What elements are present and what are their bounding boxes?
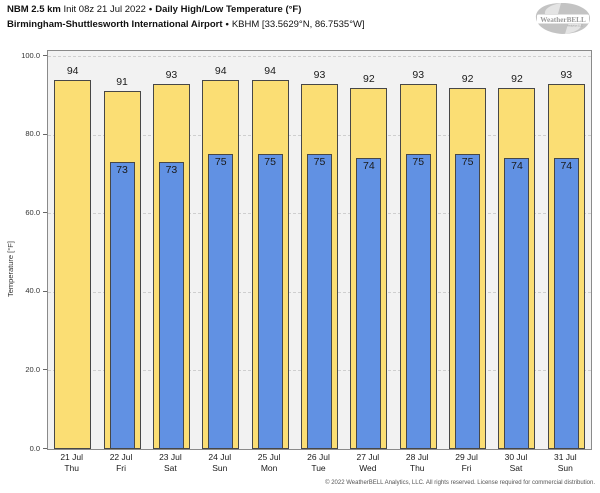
x-tick-label: 27 Jul Wed xyxy=(343,452,393,474)
x-tick-label: 29 Jul Fri xyxy=(442,452,492,474)
x-tick-date: 30 Jul xyxy=(504,452,528,462)
low-value-label: 75 xyxy=(412,156,425,169)
low-value-label: 75 xyxy=(214,156,227,169)
x-tick-date: 25 Jul xyxy=(257,452,281,462)
y-tick-label: 60.0 xyxy=(25,207,40,217)
low-bar xyxy=(307,154,332,449)
gridline-100 xyxy=(48,56,591,58)
x-tick-date: 29 Jul xyxy=(455,452,478,462)
high-value-label: 94 xyxy=(66,64,79,77)
high-value-label: 92 xyxy=(363,72,375,85)
x-tick-date: 21 Jul xyxy=(60,452,84,462)
x-tick-date: 27 Jul xyxy=(356,452,380,462)
x-tick-label: 22 Jul Fri xyxy=(96,452,146,474)
x-tick-day: Fri xyxy=(461,463,472,473)
x-tick-day: Sat xyxy=(509,463,523,473)
low-bar xyxy=(455,154,481,449)
high-value-label: 93 xyxy=(412,68,425,81)
high-value-label: 92 xyxy=(511,72,523,85)
x-tick-day: Thu xyxy=(409,463,425,473)
init-time: Init 08z 21 Jul 2022 xyxy=(63,4,146,15)
y-tick-mark xyxy=(43,133,47,135)
x-tick-label: 30 Jul Sat xyxy=(491,452,541,474)
x-tick-day: Thu xyxy=(64,463,79,473)
model-name: NBM 2.5 km xyxy=(7,4,61,15)
x-tick-label: 28 Jul Thu xyxy=(392,452,442,474)
high-value-label: 93 xyxy=(560,68,573,81)
x-tick-label: 23 Jul Sat xyxy=(145,452,195,474)
copyright-notice: © 2022 WeatherBELL Analytics, LLC. All r… xyxy=(325,480,595,486)
high-value-label: 93 xyxy=(165,68,178,81)
low-bar xyxy=(405,154,431,449)
x-tick-label: 24 Jul Sun xyxy=(195,452,245,474)
x-tick-date: 23 Jul xyxy=(159,452,182,462)
x-tick-day: Sat xyxy=(164,463,177,473)
y-tick-mark xyxy=(43,369,47,371)
product-title: Daily High/Low Temperature (°F) xyxy=(155,4,302,15)
y-tick-label: 100.0 xyxy=(21,50,40,60)
x-tick-label: 25 Jul Mon xyxy=(244,452,294,474)
x-tick-day: Wed xyxy=(359,463,377,473)
x-tick-date: 28 Jul xyxy=(405,452,429,462)
plot-area: 94 91 73 93 73 94 75 94 75 93 75 92 74 93 75 92 75 92 74 93… xyxy=(47,50,592,450)
x-tick-label: 21 Jul Thu xyxy=(47,452,97,474)
y-tick-mark xyxy=(43,290,47,292)
high-value-label: 93 xyxy=(313,68,326,81)
low-bar xyxy=(356,158,382,449)
high-bar xyxy=(54,79,92,449)
weatherbell-swirl-icon: WeatherBELL Analytics LLC xyxy=(535,3,591,34)
svg-text:Analytics LLC: Analytics LLC xyxy=(567,24,583,28)
svg-text:WeatherBELL: WeatherBELL xyxy=(540,16,586,24)
low-value-label: 73 xyxy=(116,164,128,177)
y-tick-mark xyxy=(43,55,47,57)
x-tick-label: 26 Jul Tue xyxy=(294,452,344,474)
x-tick-date: 26 Jul xyxy=(307,452,330,462)
high-value-label: 91 xyxy=(116,76,128,89)
x-tick-day: Sun xyxy=(212,463,228,473)
x-tick-date: 24 Jul xyxy=(208,452,232,462)
x-tick-day: Tue xyxy=(311,463,326,473)
separator-dot: • xyxy=(225,18,229,30)
low-bar xyxy=(553,158,579,449)
y-tick-label: 80.0 xyxy=(25,129,40,139)
low-value-label: 75 xyxy=(264,156,276,169)
x-tick-date: 31 Jul xyxy=(553,452,577,462)
low-bar xyxy=(257,154,283,449)
x-tick-label: 31 Jul Sun xyxy=(540,452,590,474)
weatherbell-logo: WeatherBELL Analytics LLC xyxy=(530,1,596,37)
header-line-1: NBM 2.5 km Init 08z 21 Jul 2022 • Daily Hi… xyxy=(7,3,365,18)
x-tick-date: 22 Jul xyxy=(109,452,133,462)
high-value-label: 94 xyxy=(214,64,227,77)
low-bar xyxy=(158,162,184,449)
low-value-label: 75 xyxy=(313,156,326,169)
low-bar xyxy=(109,162,135,449)
y-tick-label: 0.0 xyxy=(29,443,40,453)
low-value-label: 74 xyxy=(560,160,573,173)
station-meta: KBHM [33.5629°N, 86.7535°W] xyxy=(231,18,365,30)
x-tick-day: Fri xyxy=(116,463,126,473)
y-tick-label: 40.0 xyxy=(25,286,40,296)
low-value-label: 74 xyxy=(511,160,523,173)
y-tick-mark xyxy=(43,448,47,449)
low-bar xyxy=(208,154,234,449)
x-tick-day: Sun xyxy=(557,463,573,473)
separator-dot: • xyxy=(148,4,153,15)
high-value-label: 94 xyxy=(264,64,276,77)
station-name: Birmingham-Shuttlesworth International A… xyxy=(7,18,223,30)
x-tick-day: Mon xyxy=(260,463,278,473)
high-value-label: 92 xyxy=(461,72,474,85)
y-tick-mark xyxy=(43,212,47,214)
low-bar xyxy=(504,158,530,449)
low-value-label: 73 xyxy=(165,164,178,177)
chart-header: NBM 2.5 km Init 08z 21 Jul 2022 • Daily Hi… xyxy=(7,3,365,32)
low-value-label: 75 xyxy=(461,156,474,169)
low-value-label: 74 xyxy=(363,160,375,173)
y-tick-label: 20.0 xyxy=(25,364,40,374)
header-line-2: Birmingham-Shuttlesworth International A… xyxy=(7,18,365,33)
